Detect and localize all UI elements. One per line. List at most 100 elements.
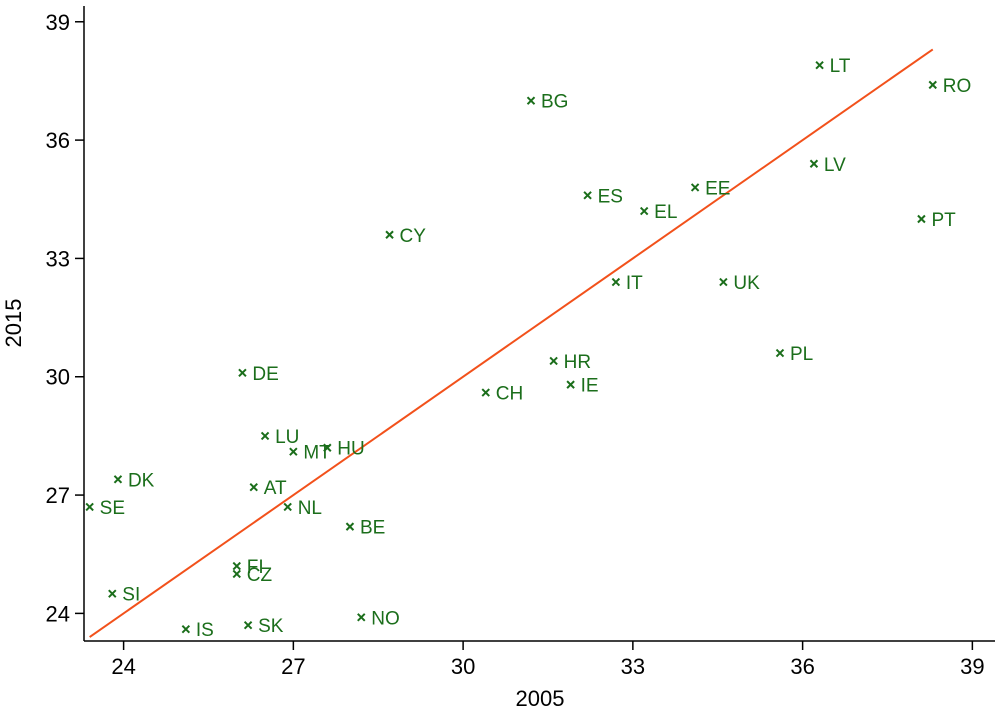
point-label: MT [303,443,331,464]
data-point: SK [243,616,284,637]
point-label: LV [824,155,846,176]
data-point: UK [719,273,760,294]
data-point: CY [385,226,427,247]
point-label: SI [122,585,140,606]
data-point: AT [249,478,287,499]
point-label: LU [275,427,299,448]
point-label: HU [337,439,364,460]
x-tick-label: 39 [960,654,984,679]
y-tick-label: 36 [46,128,70,153]
x-tick-label: 36 [790,654,814,679]
data-point: IT [611,273,643,294]
point-marker [928,80,937,90]
x-tick-label: 24 [111,654,135,679]
point-label: ES [598,186,623,207]
data-point: RO [928,76,971,97]
axes [83,6,995,642]
y-tick-label: 30 [46,365,70,390]
point-marker [232,569,241,579]
point-label: HR [564,352,591,373]
point-marker [260,431,270,441]
point-marker [323,443,332,452]
fit-line-group [89,48,934,638]
data-point: LU [260,427,299,448]
point-label: IS [196,620,214,641]
point-marker [243,621,253,630]
point-label: NL [298,498,322,519]
data-point: HR [549,352,591,373]
point-marker [481,388,490,397]
point-label: EE [705,178,730,199]
point-label: AT [264,478,287,499]
data-point: DK [113,470,155,491]
point-marker [345,522,355,531]
data-point: IS [181,620,214,641]
point-marker [357,613,366,622]
x-tick-label: 33 [621,654,645,679]
point-marker [639,206,649,216]
point-marker [611,277,621,287]
point-marker [283,502,292,512]
point-marker [583,191,592,200]
data-point: HU [323,439,365,460]
point-label: CZ [247,565,273,586]
data-point: PT [917,210,956,231]
point-label: FI [247,557,264,578]
point-label: PT [931,210,956,231]
data-point: EE [690,178,730,199]
data-point: MT [289,443,331,464]
point-marker [289,447,298,456]
point-marker [385,230,394,239]
point-marker [249,482,258,492]
point-label: LT [830,56,851,77]
x-tick-label: 27 [281,654,305,679]
point-marker [815,60,824,70]
point-label: CH [496,384,523,405]
point-marker [232,561,241,571]
point-label: IT [626,273,643,294]
point-label: DK [128,470,155,491]
point-label: CY [400,226,427,247]
data-point: NL [283,498,322,519]
data-point: DE [238,364,279,385]
point-marker [108,589,117,598]
point-marker [809,159,819,168]
point-marker [238,368,247,378]
point-label: PL [790,344,813,365]
data-point: ES [583,186,623,207]
y-tick-label: 24 [46,601,70,626]
data-point: NO [357,608,400,629]
data-point: EL [639,202,677,223]
x-ticks: 24 27 30 33 36 39 [111,641,985,679]
point-label: BG [541,92,568,113]
point-label: EL [654,202,677,223]
data-point: FI [232,557,264,578]
point-label: IE [581,376,599,397]
point-marker [549,356,558,366]
point-marker [113,475,123,484]
point-label: SK [258,616,284,637]
point-label: NO [371,608,400,629]
data-point: CH [481,384,523,405]
y-axis-title: 2015 [1,299,26,348]
data-point: IE [566,376,599,397]
point-marker [775,348,785,358]
data-point: SI [108,585,140,606]
y-tick-label: 27 [46,483,70,508]
point-label: DE [252,364,278,385]
point-label: SE [100,498,125,519]
y-tick-label: 39 [46,10,70,35]
point-marker [181,624,191,634]
point-marker [526,96,536,105]
data-point: LV [809,155,846,176]
point-marker [690,183,700,192]
y-ticks: 24 27 30 33 36 39 [46,10,84,626]
point-marker [917,214,926,224]
y-tick-label: 33 [46,246,70,271]
point-marker [85,502,94,512]
data-point: LT [815,56,851,77]
point-label: UK [733,273,760,294]
data-point: PL [775,344,813,365]
